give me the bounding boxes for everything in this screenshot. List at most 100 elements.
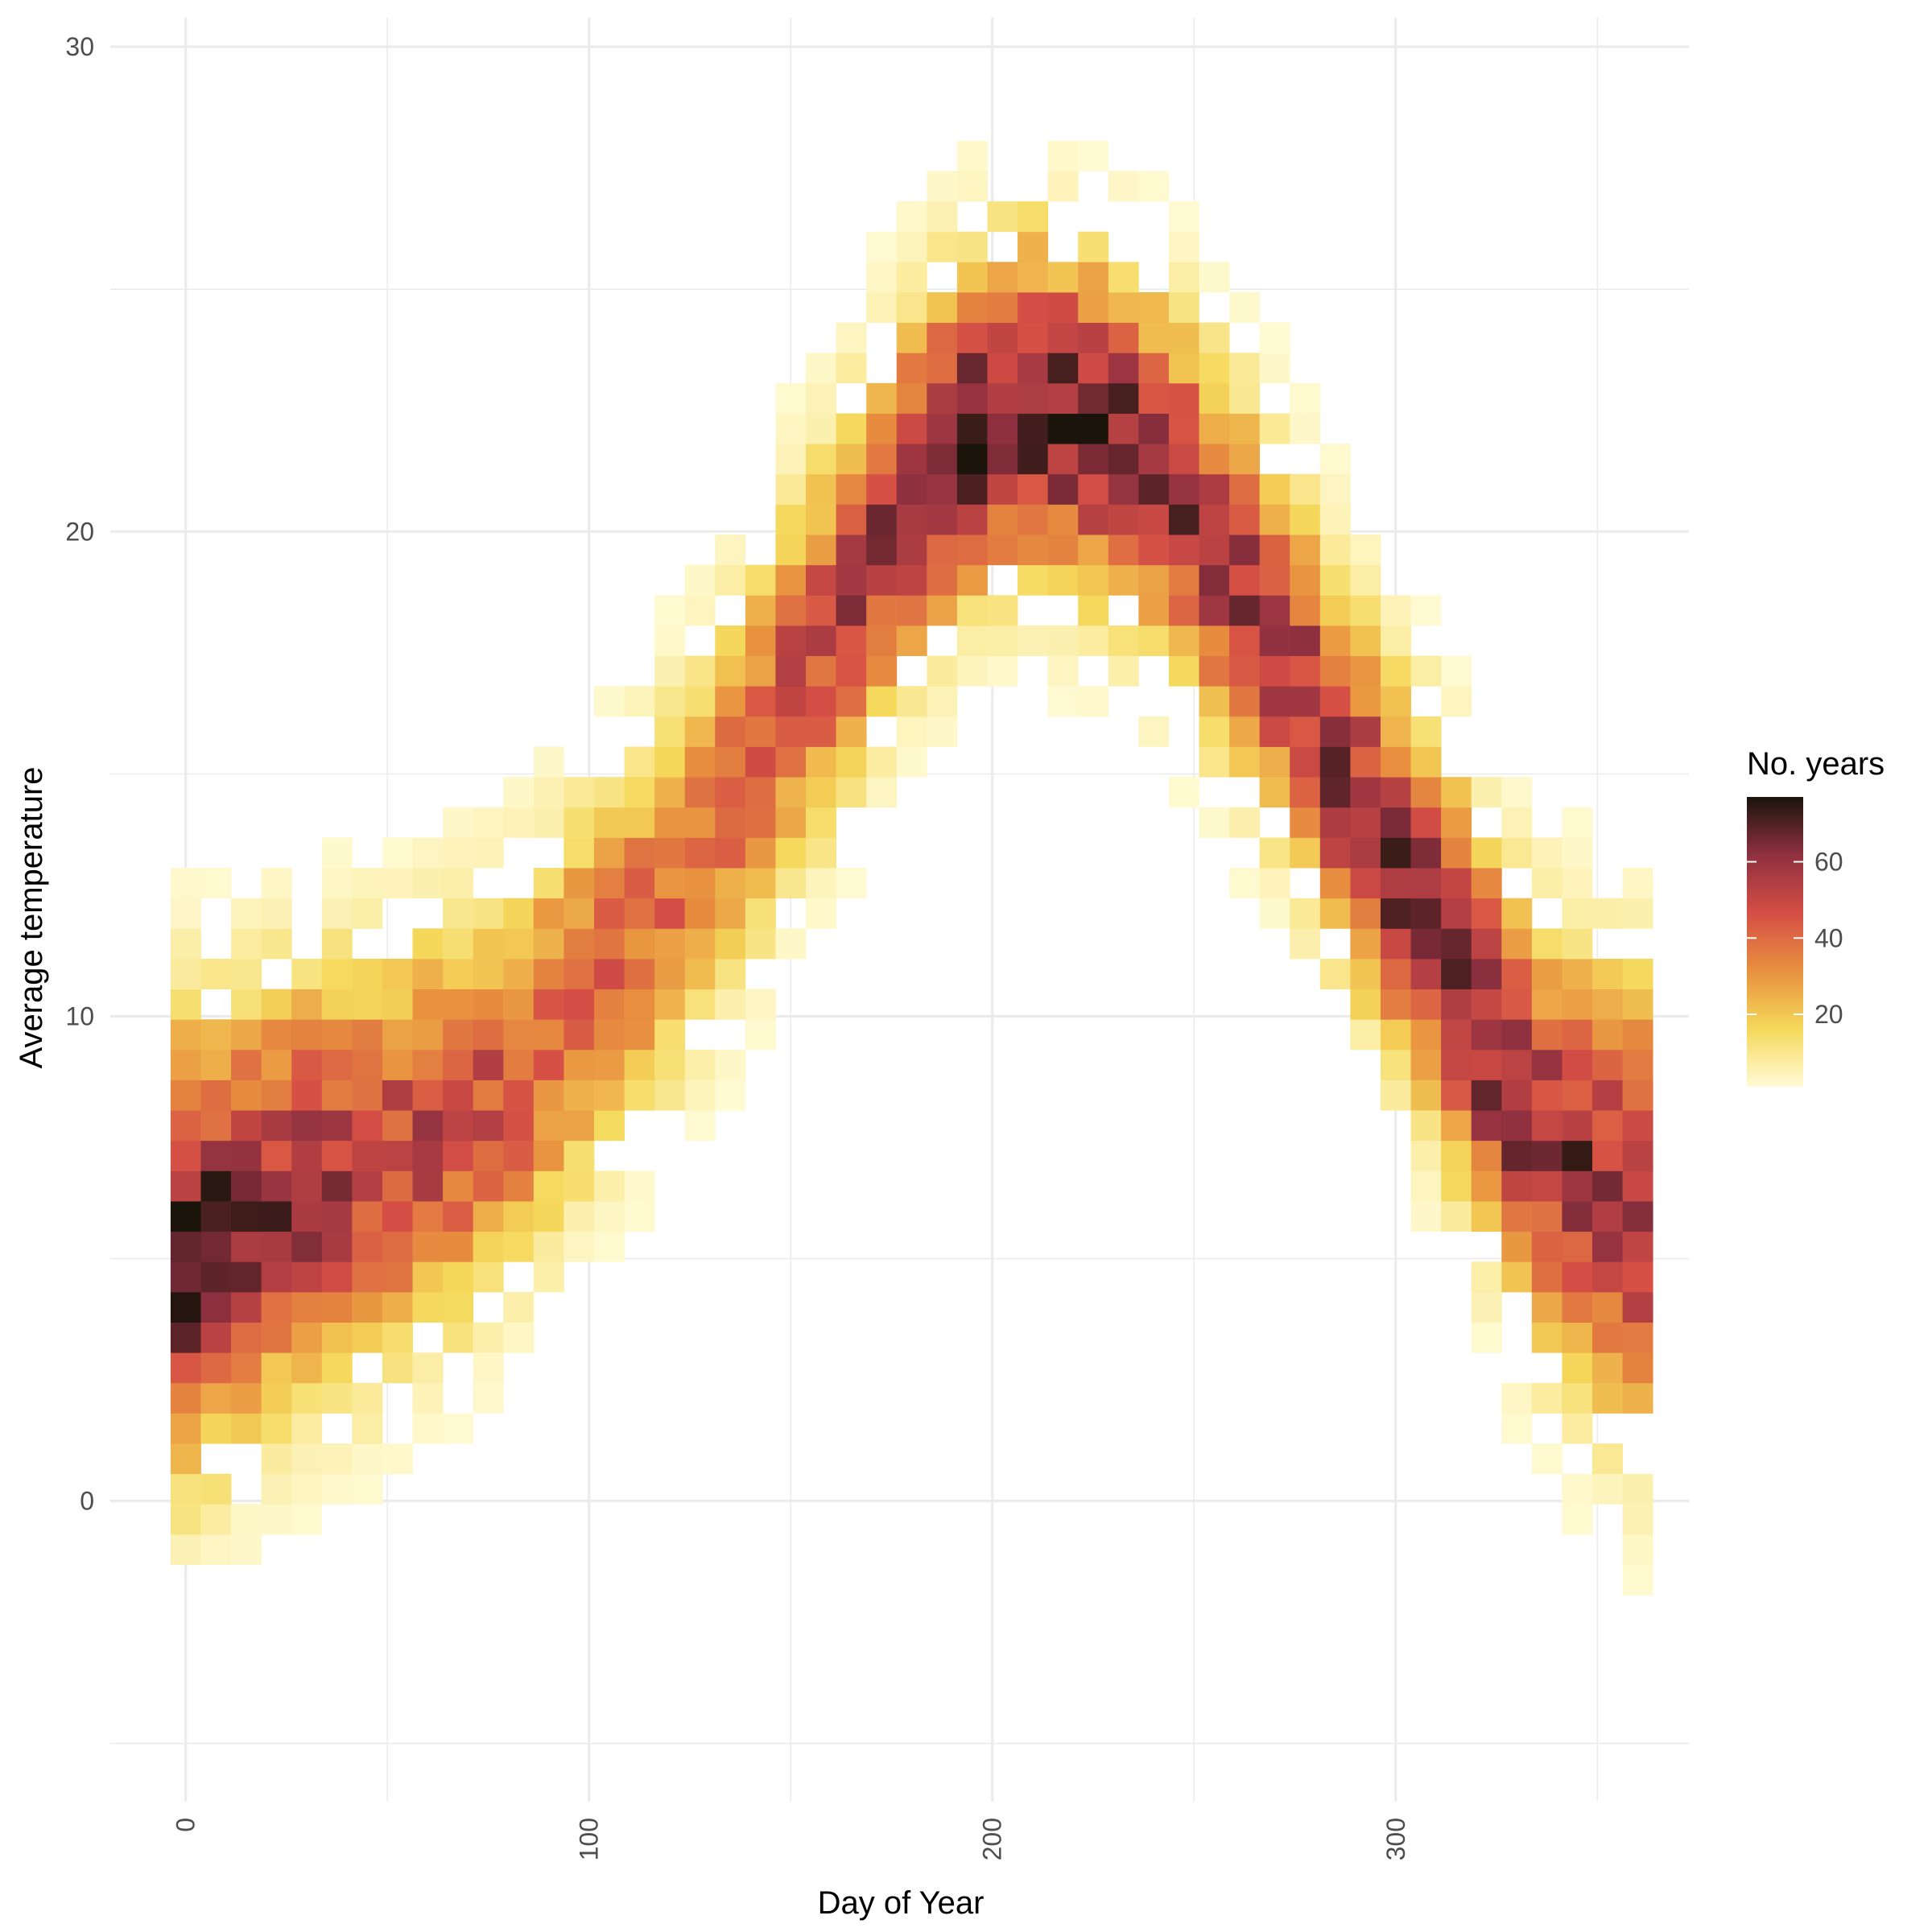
heatmap-cell [1380,868,1411,899]
heatmap-cell [927,716,958,747]
heatmap-cell [866,595,898,626]
heatmap-cell [443,868,474,899]
heatmap-cell [533,958,564,990]
heatmap-cell [1592,1261,1623,1293]
heatmap-cell [1047,444,1079,475]
heatmap-cell [927,201,958,233]
heatmap-cell [321,1231,353,1262]
heatmap-cell [624,746,655,778]
heatmap-cell [593,1170,625,1202]
heatmap-cell [987,444,1018,475]
heatmap-cell [987,504,1018,535]
heatmap-cell [1410,595,1442,626]
heatmap-cell [1350,777,1381,808]
heatmap-cell [1501,777,1533,808]
heatmap-cell [1229,382,1261,414]
heatmap-cell [806,716,836,747]
heatmap-cell [1410,868,1442,899]
heatmap-cell [443,898,474,929]
heatmap-cell [200,1231,232,1262]
heatmap-cell [1471,837,1502,869]
heatmap-cell [1622,1201,1653,1232]
heatmap-cell [1018,382,1049,414]
heatmap-cell [1259,777,1290,808]
heatmap-cell [382,1201,413,1232]
heatmap-cell [1531,958,1563,990]
heatmap-cell [533,1170,564,1202]
heatmap-cell [1501,1080,1533,1111]
heatmap-cell [443,1049,474,1080]
heatmap-cell [1319,686,1351,717]
heatmap-cell [503,958,535,990]
heatmap-cell [1562,1080,1593,1111]
heatmap-cell [200,958,232,990]
heatmap-cell [836,473,867,505]
heatmap-cell [1622,1564,1653,1596]
legend-tick-label: 40 [1814,923,1843,952]
heatmap-cell [443,1170,474,1202]
heatmap-cell [261,1443,292,1475]
heatmap-cell [1441,898,1472,929]
heatmap-cell [200,1322,232,1353]
heatmap-cell [624,958,655,990]
heatmap-cell [231,1019,262,1051]
heatmap-cell [896,564,927,596]
heatmap-cell [1319,898,1351,929]
heatmap-cell [473,1019,504,1051]
heatmap-cell [564,777,595,808]
heatmap-cell [745,595,776,626]
heatmap-cell [1350,928,1381,960]
heatmap-cell [836,868,867,899]
heatmap-cell [836,746,867,778]
heatmap-cell [1531,1231,1563,1262]
heatmap-cell [1531,1382,1563,1414]
heatmap-cell [564,807,595,838]
heatmap-cell [1047,625,1079,657]
heatmap-cell [1501,1170,1533,1202]
heatmap-cell [382,989,413,1020]
heatmap-cell [1018,504,1049,535]
heatmap-cell [200,1382,232,1414]
heatmap-cell [1410,716,1442,747]
heatmap-cell [987,625,1018,657]
heatmap-cell [261,1261,292,1293]
heatmap-cell [1259,686,1290,717]
heatmap-cell [987,655,1018,687]
heatmap-cell [654,655,686,687]
heatmap-cell [1108,353,1139,384]
heatmap-cell [412,1291,444,1323]
heatmap-cell [261,1110,292,1141]
heatmap-cell [1047,353,1079,384]
heatmap-cell [503,1049,535,1080]
heatmap-cell [1441,868,1472,899]
heatmap-cell [1108,504,1139,535]
heatmap-cell [261,1473,292,1505]
heatmap-cell [1562,1413,1593,1444]
heatmap-cell [715,625,746,657]
heatmap-cell [1229,444,1261,475]
heatmap-cell [987,595,1018,626]
heatmap-cell [1108,655,1139,687]
heatmap-cell [1562,1473,1593,1505]
heatmap-cell [291,1352,323,1384]
heatmap-cell [896,322,927,353]
heatmap-cell [1410,1019,1442,1051]
heatmap-cell [503,1170,535,1202]
heatmap-cell [1471,1201,1502,1232]
heatmap-cell [200,1473,232,1505]
heatmap-cell [261,1382,292,1414]
heatmap-cell [1290,564,1321,596]
heatmap-cell [382,837,413,869]
heatmap-cell [443,1019,474,1051]
heatmap-cell [352,1382,383,1414]
heatmap-cell [806,686,836,717]
heatmap-cell [745,746,776,778]
heatmap-cell [291,1231,323,1262]
heatmap-cell [593,837,625,869]
heatmap-cell [533,746,564,778]
heatmap-cell [473,1170,504,1202]
heatmap-cell [382,1352,413,1384]
heatmap-cell [1562,868,1593,899]
